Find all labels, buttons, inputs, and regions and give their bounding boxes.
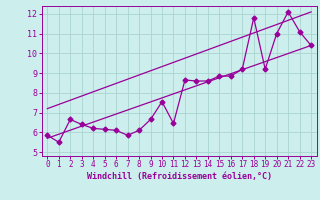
X-axis label: Windchill (Refroidissement éolien,°C): Windchill (Refroidissement éolien,°C) (87, 172, 272, 181)
